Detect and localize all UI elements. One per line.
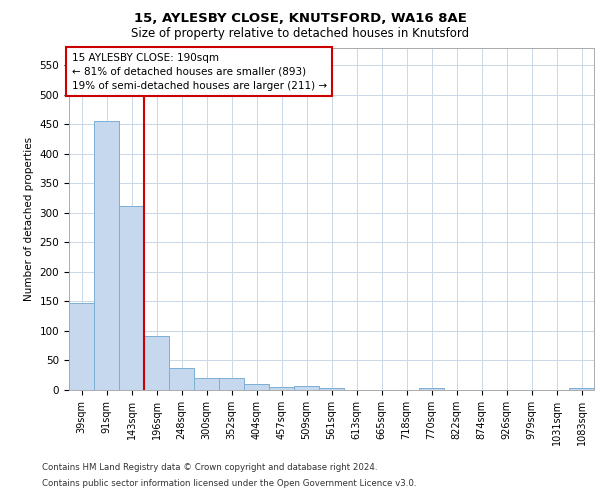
Text: Contains HM Land Registry data © Crown copyright and database right 2024.: Contains HM Land Registry data © Crown c…: [42, 464, 377, 472]
Text: 15 AYLESBY CLOSE: 190sqm
← 81% of detached houses are smaller (893)
19% of semi-: 15 AYLESBY CLOSE: 190sqm ← 81% of detach…: [71, 52, 327, 90]
Bar: [419, 388, 444, 390]
Text: Contains public sector information licensed under the Open Government Licence v3: Contains public sector information licen…: [42, 478, 416, 488]
Bar: [244, 384, 269, 390]
Bar: [319, 388, 344, 390]
Text: 15, AYLESBY CLOSE, KNUTSFORD, WA16 8AE: 15, AYLESBY CLOSE, KNUTSFORD, WA16 8AE: [134, 12, 466, 26]
Bar: [219, 378, 244, 390]
Bar: [69, 302, 94, 390]
Bar: [144, 336, 169, 390]
Bar: [169, 368, 194, 390]
Y-axis label: Number of detached properties: Number of detached properties: [24, 136, 34, 301]
Bar: [94, 122, 119, 390]
Bar: [269, 387, 294, 390]
Bar: [194, 378, 219, 390]
Bar: [119, 206, 144, 390]
Bar: [569, 388, 594, 390]
Bar: [294, 386, 319, 390]
Text: Size of property relative to detached houses in Knutsford: Size of property relative to detached ho…: [131, 28, 469, 40]
